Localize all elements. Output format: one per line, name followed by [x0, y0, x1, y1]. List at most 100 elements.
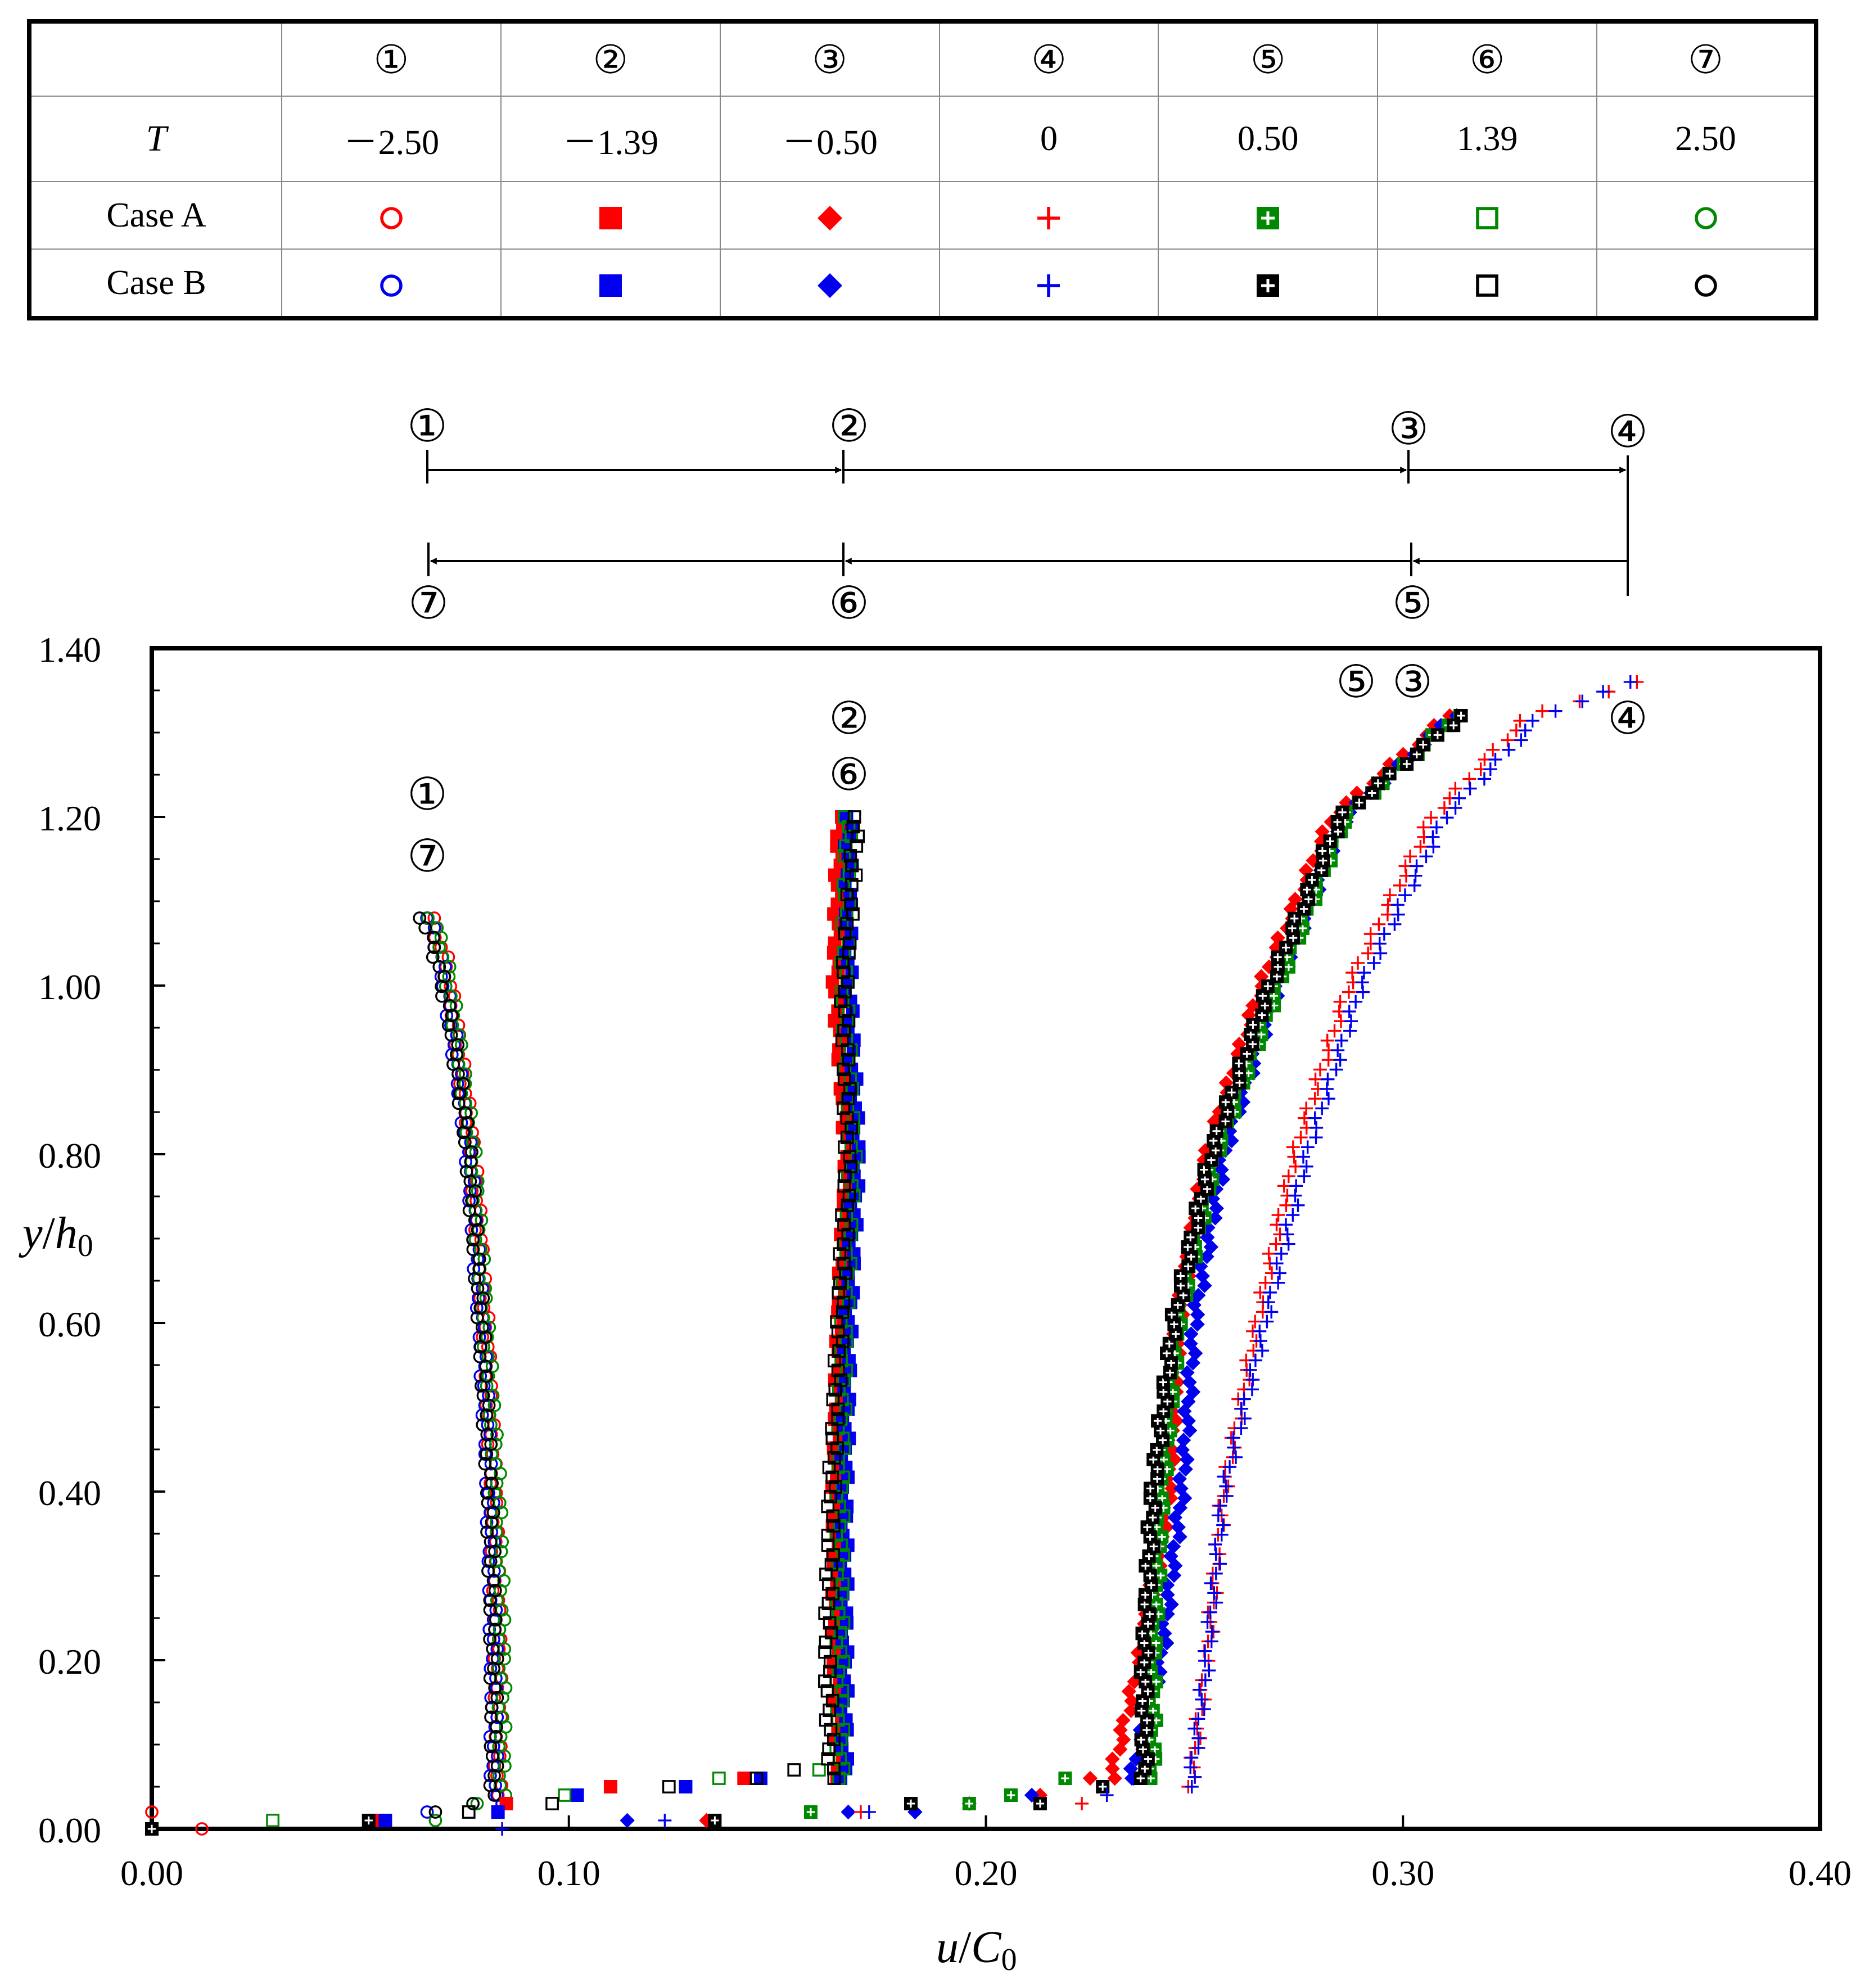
x-tick-label: 0.40 — [1789, 1853, 1852, 1893]
data-point — [266, 1814, 279, 1827]
data-point — [1575, 694, 1589, 708]
curve-label-7: ⑦ — [407, 832, 448, 882]
data-point — [476, 1291, 490, 1305]
data-point — [1351, 956, 1365, 970]
data-point — [1222, 1123, 1238, 1139]
data-point — [1268, 940, 1284, 955]
data-point — [1440, 811, 1454, 825]
data-point — [819, 1713, 833, 1727]
data-point — [1075, 1797, 1089, 1810]
data-point — [827, 1519, 841, 1533]
data-point — [1248, 1353, 1262, 1367]
data-point — [1448, 801, 1462, 815]
data-point — [1211, 1508, 1225, 1522]
data-point — [464, 1164, 478, 1178]
data-point — [1263, 1285, 1277, 1299]
data-point — [1207, 1586, 1221, 1600]
arrow-label-6: ⑥ — [829, 579, 869, 629]
data-point — [829, 1480, 842, 1494]
data-point — [1180, 1452, 1195, 1467]
y-tick-label: 1.40 — [38, 630, 101, 670]
data-point — [1173, 1481, 1189, 1496]
legend-marker-shape — [817, 273, 842, 299]
data-point — [1190, 1317, 1205, 1332]
data-point — [838, 1004, 852, 1018]
legend-t-label: T — [29, 96, 282, 182]
data-point — [825, 1431, 839, 1445]
data-point — [1214, 1528, 1229, 1542]
data-point — [451, 1096, 466, 1110]
data-point — [1219, 1479, 1233, 1493]
data-point — [827, 1733, 841, 1746]
data-point — [1296, 1150, 1310, 1164]
data-point — [435, 989, 449, 1003]
data-point — [1419, 850, 1433, 864]
data-point — [1024, 1787, 1040, 1803]
data-point — [420, 1805, 434, 1819]
data-point — [837, 1218, 851, 1232]
data-point — [1270, 1257, 1284, 1271]
data-point — [831, 1412, 845, 1426]
legend-marker-icon — [1257, 207, 1280, 230]
data-point — [1209, 1566, 1223, 1580]
data-point — [1280, 1227, 1294, 1241]
data-point — [1344, 1014, 1358, 1028]
data-point — [1514, 733, 1528, 747]
data-point — [1214, 1162, 1229, 1177]
data-point — [545, 1797, 559, 1810]
data-point — [1182, 1375, 1197, 1390]
x-tick-label: 0.10 — [538, 1853, 600, 1893]
data-point — [1172, 1471, 1187, 1487]
data-point — [837, 1441, 851, 1455]
data-point — [466, 1797, 480, 1810]
data-point — [445, 1047, 459, 1061]
data-point — [835, 1587, 849, 1601]
data-point — [837, 1237, 851, 1251]
data-point — [570, 1788, 584, 1802]
data-point — [445, 1009, 459, 1023]
legend-marker-icon — [1694, 274, 1717, 297]
data-point — [1213, 1557, 1227, 1571]
legend-marker-shape — [1037, 274, 1060, 297]
legend-t-row: T －2.50 －1.39 －0.50 0 0.50 1.39 2.50 — [29, 96, 1817, 182]
data-point — [824, 1558, 838, 1571]
legend-case-a-row: Case A — [29, 181, 1817, 250]
data-point — [490, 1691, 504, 1705]
data-point — [821, 1499, 835, 1513]
legend-t-value-5: 0.50 — [1158, 96, 1379, 182]
data-point — [1195, 1692, 1209, 1706]
data-point — [837, 1179, 851, 1193]
data-point — [1308, 1092, 1322, 1106]
data-point — [1393, 878, 1407, 892]
data-point — [1416, 820, 1430, 834]
arrow-label-3: ③ — [1388, 405, 1429, 454]
y-tick-label: 1.00 — [38, 967, 101, 1007]
data-point — [472, 1252, 486, 1266]
data-point — [1298, 862, 1314, 878]
data-point — [844, 1159, 858, 1173]
data-point — [472, 1262, 486, 1276]
data-point — [1197, 1278, 1212, 1293]
data-point — [827, 1451, 841, 1465]
legend-marker-shape — [380, 207, 403, 230]
data-point — [699, 1813, 714, 1828]
data-point — [459, 1067, 472, 1081]
legend-case-a-label: Case A — [29, 181, 282, 250]
data-point — [841, 1227, 855, 1241]
curve-label-5: ⑤ — [1336, 658, 1376, 707]
data-point — [826, 1587, 840, 1601]
legend-marker-icon — [599, 207, 622, 230]
data-point — [471, 1174, 485, 1188]
data-point — [493, 1778, 507, 1792]
data-point — [1518, 724, 1532, 738]
data-point — [1502, 743, 1516, 757]
legend-marker-icon — [1037, 207, 1060, 230]
y-tick-label: 0.80 — [38, 1136, 101, 1176]
data-point — [836, 1305, 850, 1319]
data-point — [462, 1204, 476, 1217]
legend-header-5: ⑤ — [1158, 21, 1379, 97]
data-point — [494, 1544, 508, 1558]
data-point — [1195, 1268, 1210, 1284]
data-point — [1486, 743, 1500, 757]
data-point — [1525, 713, 1539, 728]
